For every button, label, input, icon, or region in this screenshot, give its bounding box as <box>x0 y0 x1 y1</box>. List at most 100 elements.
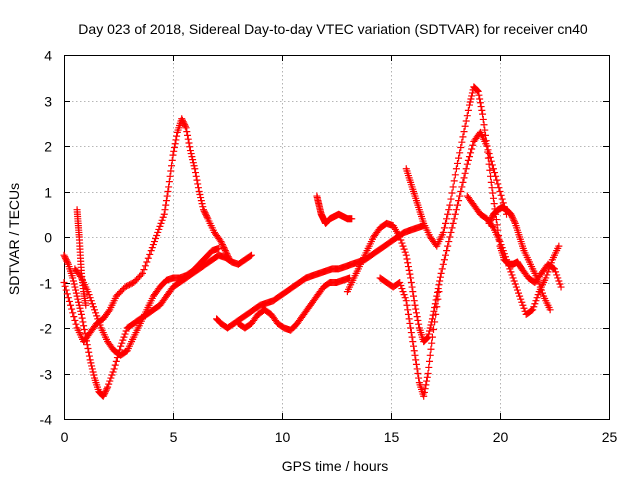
data-point <box>105 380 113 388</box>
data-point <box>432 310 440 318</box>
data-point <box>194 184 202 192</box>
data-point <box>74 295 82 303</box>
data-point <box>87 297 95 305</box>
data-point <box>396 279 404 286</box>
data-point <box>496 188 504 195</box>
data-point <box>398 285 406 293</box>
data-point <box>200 207 208 215</box>
data-point <box>463 160 471 168</box>
data-point <box>143 258 151 266</box>
data-point <box>421 385 429 393</box>
data-point <box>93 312 101 320</box>
data-point <box>493 176 501 184</box>
data-point <box>423 335 431 343</box>
data-point <box>83 337 91 345</box>
data-point <box>410 342 418 350</box>
data-point <box>183 128 191 136</box>
data-point <box>482 137 490 145</box>
data-point <box>200 206 208 214</box>
data-point <box>140 266 148 274</box>
data-point <box>455 197 463 205</box>
data-point <box>539 289 547 297</box>
data-point <box>468 145 476 153</box>
data-point <box>77 307 85 315</box>
data-point <box>536 283 544 291</box>
series-track-f <box>234 274 354 334</box>
data-point <box>427 321 435 329</box>
data-point <box>82 301 90 309</box>
data-point <box>399 242 407 250</box>
data-point <box>439 260 447 268</box>
data-point <box>545 265 553 273</box>
data-point <box>520 304 528 312</box>
data-point <box>184 135 192 143</box>
data-point <box>556 280 564 288</box>
data-point <box>86 356 94 364</box>
data-point <box>152 235 160 243</box>
data-point <box>439 228 447 236</box>
data-point <box>63 257 71 265</box>
data-point <box>170 147 178 155</box>
data-point <box>409 338 417 346</box>
data-point <box>88 362 96 370</box>
data-point <box>75 298 83 306</box>
data-point <box>413 313 421 321</box>
x-tick-label: 20 <box>493 429 509 445</box>
data-point <box>487 178 495 186</box>
series-track-d <box>73 206 90 309</box>
data-point <box>459 178 467 186</box>
data-point <box>168 162 176 170</box>
data-point <box>481 131 489 139</box>
data-point <box>479 110 487 118</box>
data-point <box>431 318 439 326</box>
data-point <box>513 286 521 294</box>
data-point <box>202 212 210 220</box>
data-point <box>194 180 202 188</box>
data-point <box>84 344 92 352</box>
data-point <box>79 318 87 326</box>
data-point <box>464 156 472 164</box>
data-point <box>442 251 449 259</box>
data-point <box>120 333 128 341</box>
data-point <box>424 370 432 377</box>
data-point <box>473 87 481 95</box>
data-point <box>95 318 103 326</box>
data-point <box>503 256 511 264</box>
data-point <box>435 288 443 296</box>
data-point <box>72 320 80 328</box>
data-point <box>465 153 473 161</box>
data-point <box>217 238 225 246</box>
data-point <box>184 131 192 139</box>
data-point <box>77 310 85 318</box>
data-point <box>191 165 199 173</box>
data-point <box>192 169 200 177</box>
data-point <box>111 361 119 369</box>
data-point <box>78 314 86 322</box>
data-point <box>461 169 469 177</box>
data-point <box>173 132 181 140</box>
data-point <box>88 300 96 308</box>
data-point <box>501 253 509 261</box>
data-point <box>426 357 434 365</box>
data-point <box>434 285 442 293</box>
data-point <box>60 279 68 286</box>
data-point <box>484 154 492 162</box>
data-point <box>163 192 171 200</box>
data-point <box>400 245 408 253</box>
data-point <box>453 159 461 167</box>
data-point <box>537 286 545 294</box>
data-point <box>60 251 68 259</box>
data-point <box>555 277 563 285</box>
data-point <box>219 242 227 250</box>
data-point <box>443 247 451 255</box>
data-point <box>475 91 483 99</box>
data-point <box>162 197 170 205</box>
data-point <box>440 256 448 264</box>
data-point <box>420 392 428 400</box>
data-point <box>399 288 407 296</box>
data-point <box>481 126 489 134</box>
data-point <box>181 121 189 129</box>
data-point <box>450 215 458 223</box>
data-point <box>491 169 499 177</box>
data-point <box>110 365 118 373</box>
